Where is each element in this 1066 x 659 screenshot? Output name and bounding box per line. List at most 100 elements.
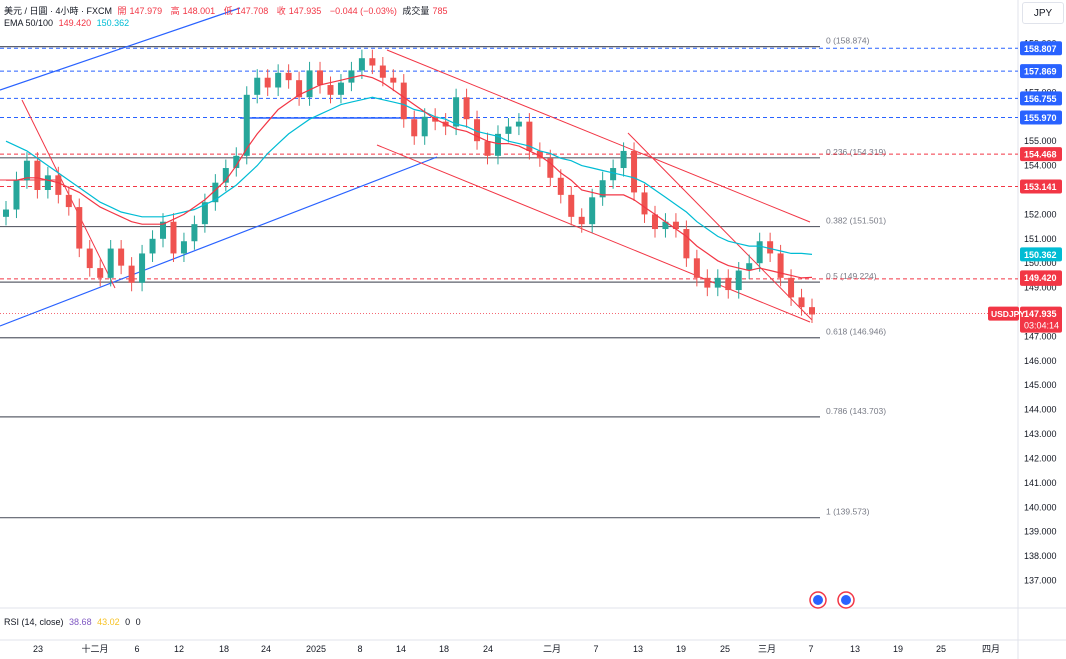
low-value: 低 147.708: [223, 6, 269, 16]
ema-value-tag: [1020, 247, 1062, 262]
candle-body: [809, 307, 815, 315]
candle-body: [557, 177, 564, 195]
candle-body: [484, 141, 491, 156]
candle-body: [767, 241, 774, 254]
time-tick-label: 23: [33, 644, 43, 654]
channel-upper: [386, 49, 811, 223]
ema-legend[interactable]: EMA 50/100 149.420 150.362: [4, 18, 132, 28]
candle-body: [306, 70, 313, 98]
candle-body: [296, 80, 303, 98]
candle-body: [139, 253, 146, 283]
candle-body: [735, 270, 742, 291]
candle-body: [704, 277, 711, 288]
candle-body: [474, 119, 481, 142]
time-tick-label: 24: [261, 644, 271, 654]
change-value: −0.044 (−0.03%): [329, 6, 397, 16]
candle-body: [23, 160, 30, 181]
last-price-tag: [1020, 306, 1062, 333]
ema-lines: [5, 74, 813, 279]
candle-body: [275, 72, 282, 88]
ema-value-tag-text: 149.420: [1024, 273, 1057, 283]
time-tick-label: 18: [219, 644, 229, 654]
time-tick-label: 2025: [306, 644, 326, 654]
time-tick-label: 三月: [758, 644, 776, 654]
candle-body: [505, 126, 512, 134]
candle-body: [180, 241, 187, 254]
price-tick-label: 151.000: [1024, 234, 1057, 244]
candle-body: [128, 265, 135, 283]
volume-value: 成交量 785: [402, 6, 448, 16]
candle-body: [578, 216, 585, 225]
time-tick-label: 6: [134, 644, 139, 654]
price-level-tag: [1020, 147, 1062, 162]
candle-body: [568, 194, 575, 217]
candle-body: [285, 72, 292, 81]
economic-event-flag-inner: [841, 595, 851, 605]
high-value: 高 148.001: [170, 6, 216, 16]
trendline-lower: [0, 156, 438, 327]
time-tick-label: 25: [720, 644, 730, 654]
time-tick-label: 7: [808, 644, 813, 654]
time-tick-label: 十二月: [81, 643, 108, 654]
rsi-value: 38.68: [69, 617, 92, 627]
fib-level-label: 1 (139.573): [826, 507, 870, 517]
candle-body: [317, 70, 324, 86]
candle-body: [201, 202, 208, 225]
time-tick-label: 24: [483, 644, 493, 654]
time-tick-label: 19: [676, 644, 686, 654]
price-tick-label: 142.000: [1024, 453, 1057, 463]
rsi-ma-value: 43.02: [97, 617, 120, 627]
fib-level-label: 0.618 (146.946): [826, 327, 886, 337]
price-level-tag: [1020, 41, 1062, 56]
fibonacci-levels: 0 (158.874) 0.236 (154.319) 0.382 (151.501…: [0, 36, 1018, 519]
price-tick-label: 141.000: [1024, 478, 1057, 488]
time-axis: 23 十二月 6 12 18 24 2025 8 14 18 24 二月 7 13 19 25 三月 7 13 19 2…: [33, 643, 1000, 654]
price-tick-label: 140.000: [1024, 502, 1057, 512]
price-level-tag: [1020, 179, 1062, 194]
candle-body: [463, 97, 470, 120]
rsi-legend[interactable]: RSI (14, close) 38.68 43.02 0 0: [4, 617, 144, 627]
symbol-label[interactable]: 美元 / 日圓 · 4小時 · FXCM: [4, 6, 113, 16]
price-level-tag: [1020, 110, 1062, 125]
ema-value-tag-text: 150.362: [1024, 250, 1057, 260]
candle-body: [421, 116, 428, 137]
candles: [3, 49, 815, 323]
candle-body: [327, 85, 334, 95]
fib-level-label: 0.236 (154.319): [826, 147, 886, 157]
candle-body: [599, 180, 606, 198]
candle-body: [44, 175, 51, 190]
ema50-line: [6, 74, 813, 279]
candle-body: [589, 197, 596, 225]
fib-level-label: 0.382 (151.501): [826, 216, 886, 226]
candle-body: [348, 70, 355, 83]
price-tick-label: 137.000: [1024, 575, 1057, 585]
currency-button[interactable]: JPY: [1022, 2, 1064, 24]
time-tick-label: 二月: [543, 644, 561, 654]
candle-body: [662, 221, 669, 230]
trend-drawings: [0, 7, 855, 609]
candle-body: [222, 168, 229, 183]
candle-body: [233, 155, 240, 169]
candle-body: [453, 97, 460, 127]
candle-body: [369, 58, 376, 66]
rsi-label: RSI (14, close): [4, 617, 64, 627]
price-tick-label: 139.000: [1024, 527, 1057, 537]
bar-countdown: 03:04:14: [1024, 321, 1059, 331]
candle-body: [191, 224, 198, 242]
fib-level-label: 0 (158.874): [826, 36, 870, 46]
candle-body: [76, 207, 83, 249]
candle-body: [170, 221, 177, 254]
time-tick-label: 13: [633, 644, 643, 654]
candle-body: [390, 77, 397, 83]
price-tick-label: 154.000: [1024, 161, 1057, 171]
candle-body: [379, 65, 386, 78]
candle-body: [411, 119, 418, 137]
time-tick-label: 14: [396, 644, 406, 654]
candle-body: [264, 77, 271, 88]
candle-body: [494, 133, 501, 156]
candle-body: [149, 238, 156, 254]
time-tick-label: 13: [850, 644, 860, 654]
candle-body: [3, 209, 9, 217]
